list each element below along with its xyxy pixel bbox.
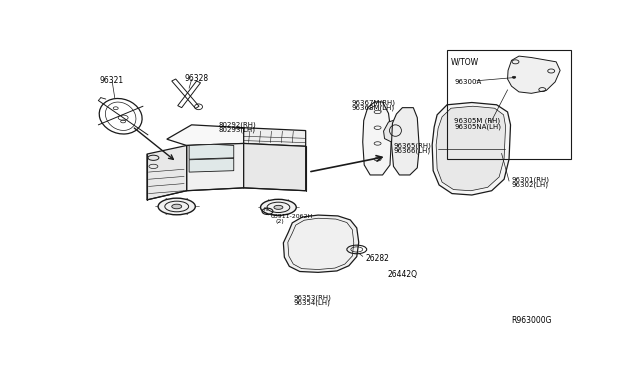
Polygon shape: [147, 145, 187, 200]
Bar: [447, 50, 571, 159]
Text: 26282: 26282: [365, 254, 390, 263]
Text: 96301(RH): 96301(RH): [511, 176, 550, 183]
Text: 96302(LH): 96302(LH): [511, 181, 548, 187]
Polygon shape: [432, 103, 511, 195]
Text: 96321: 96321: [100, 76, 124, 85]
Text: 80293(LH): 80293(LH): [219, 126, 256, 133]
Ellipse shape: [274, 205, 283, 209]
Text: 80292(RH): 80292(RH): [219, 122, 257, 128]
Text: 96367M(RH): 96367M(RH): [352, 100, 396, 106]
Text: 96305NA(LH): 96305NA(LH): [454, 123, 502, 129]
Polygon shape: [244, 128, 306, 146]
Polygon shape: [392, 108, 419, 175]
Text: 96354(LH): 96354(LH): [293, 299, 330, 306]
Text: W/TOW: W/TOW: [451, 57, 479, 66]
Text: 26442Q: 26442Q: [388, 270, 417, 279]
Text: 96365(RH): 96365(RH): [394, 142, 431, 149]
Ellipse shape: [172, 204, 182, 209]
Ellipse shape: [260, 199, 296, 215]
Ellipse shape: [512, 76, 516, 78]
Text: 96366(LH): 96366(LH): [394, 147, 431, 154]
Text: 96300A: 96300A: [454, 79, 482, 85]
Text: 96368M(LH): 96368M(LH): [352, 105, 395, 112]
Polygon shape: [436, 106, 506, 191]
Text: 96305M (RH): 96305M (RH): [454, 117, 500, 124]
Polygon shape: [167, 125, 244, 145]
Polygon shape: [383, 119, 408, 142]
Text: 08911-2062H: 08911-2062H: [271, 214, 313, 219]
Polygon shape: [508, 56, 560, 93]
Polygon shape: [189, 144, 234, 159]
Text: R963000G: R963000G: [511, 316, 552, 325]
Text: 96353(RH): 96353(RH): [293, 294, 331, 301]
Polygon shape: [363, 102, 392, 175]
Text: 96328: 96328: [184, 74, 208, 83]
Ellipse shape: [158, 198, 195, 215]
Polygon shape: [244, 144, 306, 191]
Polygon shape: [189, 158, 234, 172]
Polygon shape: [187, 144, 244, 191]
Polygon shape: [284, 215, 359, 272]
Text: N: N: [264, 208, 268, 212]
Text: (2): (2): [276, 219, 285, 224]
